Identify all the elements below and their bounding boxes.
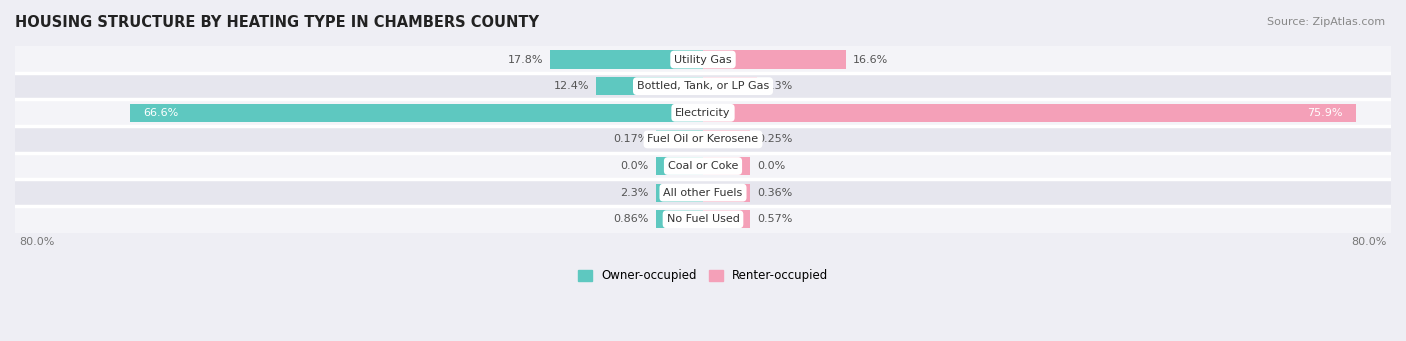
Bar (15, 100, 1391, 126)
Text: 0.36%: 0.36% (758, 188, 793, 198)
Bar (15, 153, 1391, 179)
Text: HOUSING STRUCTURE BY HEATING TYPE IN CHAMBERS COUNTY: HOUSING STRUCTURE BY HEATING TYPE IN CHA… (15, 15, 538, 30)
Bar (15, 126, 1391, 153)
Text: 80.0%: 80.0% (1351, 237, 1386, 247)
Bar (15, 46, 1391, 73)
Text: Utility Gas: Utility Gas (675, 55, 731, 64)
Bar (655, 130, 703, 148)
Text: No Fuel Used: No Fuel Used (666, 214, 740, 224)
Text: 17.8%: 17.8% (508, 55, 543, 64)
Text: Fuel Oil or Kerosene: Fuel Oil or Kerosene (647, 134, 759, 144)
Bar (703, 183, 751, 202)
Bar (655, 157, 703, 175)
Text: Electricity: Electricity (675, 108, 731, 118)
Text: 0.0%: 0.0% (758, 161, 786, 171)
Bar (703, 104, 1355, 122)
Bar (703, 210, 751, 228)
Text: 6.3%: 6.3% (763, 81, 793, 91)
Legend: Owner-occupied, Renter-occupied: Owner-occupied, Renter-occupied (572, 265, 834, 287)
Bar (15, 73, 1391, 100)
Text: Bottled, Tank, or LP Gas: Bottled, Tank, or LP Gas (637, 81, 769, 91)
Text: Source: ZipAtlas.com: Source: ZipAtlas.com (1267, 17, 1385, 27)
Text: 75.9%: 75.9% (1308, 108, 1343, 118)
Bar (15, 206, 1391, 233)
Bar (596, 77, 703, 95)
Text: 0.17%: 0.17% (613, 134, 648, 144)
Text: 16.6%: 16.6% (852, 55, 889, 64)
Bar (131, 104, 703, 122)
Text: 66.6%: 66.6% (143, 108, 179, 118)
Bar (15, 179, 1391, 206)
Text: 0.0%: 0.0% (620, 161, 648, 171)
Text: 2.3%: 2.3% (620, 188, 648, 198)
Text: 0.57%: 0.57% (758, 214, 793, 224)
Bar (703, 50, 846, 69)
Text: 80.0%: 80.0% (20, 237, 55, 247)
Bar (703, 130, 751, 148)
Bar (703, 157, 751, 175)
Text: 0.86%: 0.86% (613, 214, 648, 224)
Bar (655, 210, 703, 228)
Text: 12.4%: 12.4% (554, 81, 589, 91)
Text: Coal or Coke: Coal or Coke (668, 161, 738, 171)
Bar (655, 183, 703, 202)
Text: 0.25%: 0.25% (758, 134, 793, 144)
Bar (703, 77, 758, 95)
Bar (550, 50, 703, 69)
Text: All other Fuels: All other Fuels (664, 188, 742, 198)
